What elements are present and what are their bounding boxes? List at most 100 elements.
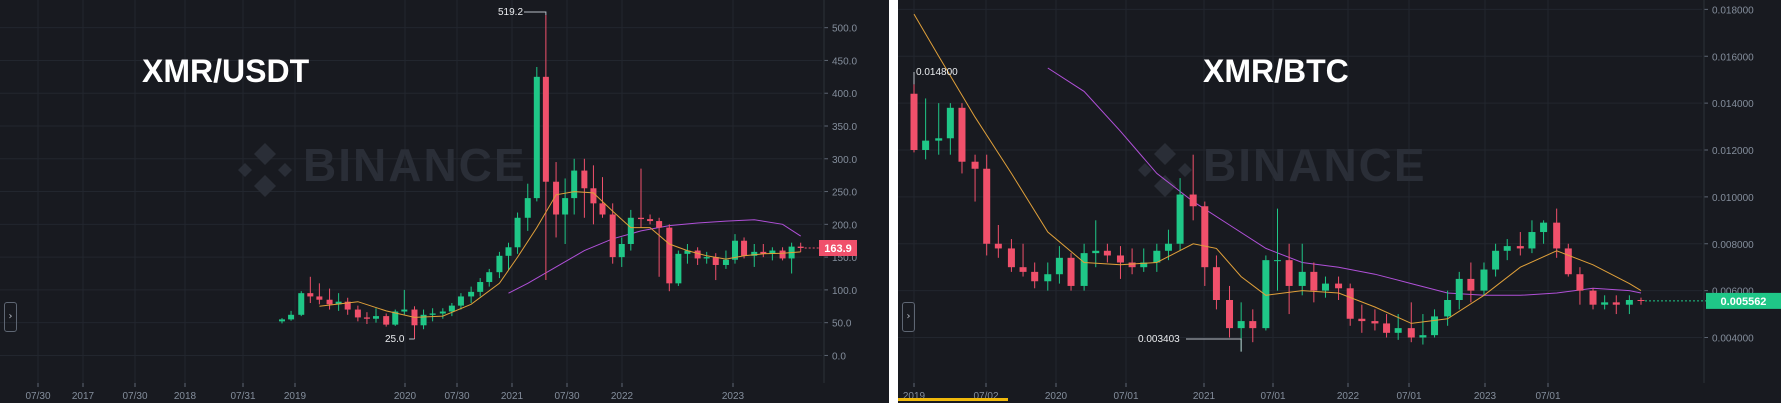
candle-up <box>279 318 285 324</box>
y-tick-label: 200.0 <box>832 220 857 231</box>
last-price-badge: 0.005562 <box>1645 292 1781 309</box>
xmr-usdt-chart[interactable]: 0.0 50.0 100.0 150.0 200.0 250.0 300.0 350.0 400… <box>0 0 889 403</box>
x-tick-label: 2022 <box>611 391 634 402</box>
timeline-scroll-indicator[interactable] <box>898 398 1008 401</box>
candle-down <box>741 237 748 259</box>
candle-up <box>1274 208 1281 291</box>
annotation-leader <box>1186 338 1242 352</box>
candle-up <box>1055 246 1063 284</box>
x-tick-label: 07/30 <box>444 391 469 402</box>
candle-body <box>1431 316 1439 336</box>
candle-body <box>1019 267 1027 272</box>
candle-body <box>599 203 606 215</box>
candle-body <box>1164 243 1172 251</box>
candle-body <box>562 198 569 215</box>
candle-up <box>935 103 943 155</box>
candle-body <box>1321 283 1329 291</box>
chevron-right-icon[interactable]: › <box>902 302 915 332</box>
candle-down <box>383 313 390 327</box>
x-tick-label: 07/30 <box>25 391 50 402</box>
candle-up <box>1140 248 1148 272</box>
candle-up <box>420 309 427 330</box>
y-tick-label: 0.0 <box>832 351 846 362</box>
candle-body <box>581 170 588 189</box>
candle-body <box>1226 300 1234 329</box>
candle-up <box>1080 243 1088 291</box>
candle-down <box>363 312 370 324</box>
candle-body <box>372 316 379 319</box>
candle-up <box>1153 243 1161 272</box>
candle-body <box>675 253 682 284</box>
candle-body <box>1383 323 1391 333</box>
candle-body <box>656 221 663 228</box>
candle-body <box>779 250 786 259</box>
candle-body <box>1612 302 1620 305</box>
candle-body <box>335 301 342 305</box>
grid-lines <box>0 0 822 383</box>
candle-body <box>1031 271 1039 282</box>
chevron-right-icon[interactable]: › <box>4 302 17 332</box>
candle-down <box>1371 309 1379 331</box>
ma-short-line <box>319 191 801 318</box>
candle-up <box>722 250 729 269</box>
candle-body <box>1394 328 1402 333</box>
candle-body <box>457 296 464 306</box>
candle-up <box>1455 271 1463 310</box>
candle-down <box>316 283 323 305</box>
min-price-label: 0.003403 <box>1138 334 1180 345</box>
x-tick-label: 2023 <box>722 391 745 402</box>
xmr-btc-chart[interactable]: 0.004000 0.006000 0.008000 0.010000 0.012000… <box>898 0 1781 403</box>
x-tick-label: 2018 <box>174 391 197 402</box>
candle-body <box>1516 246 1524 249</box>
candle-body <box>514 217 521 248</box>
candle-up <box>1321 276 1329 298</box>
candle-body <box>363 317 370 319</box>
candle-up <box>448 303 455 317</box>
chart-title: XMR/BTC <box>1203 53 1349 89</box>
y-tick-label: 400.0 <box>832 89 857 100</box>
candle-body <box>1274 260 1281 262</box>
max-price-annotation: 0.014800 <box>913 67 958 85</box>
candle-body <box>1116 255 1124 263</box>
max-price-label: 0.014800 <box>916 67 958 78</box>
candle-down <box>760 244 767 258</box>
candle-body <box>392 311 399 325</box>
y-tick-label: 0.010000 <box>1712 193 1754 204</box>
candle-down <box>553 162 560 238</box>
candle-down <box>971 154 979 202</box>
candle-body <box>1637 300 1645 301</box>
candle-up <box>1164 229 1172 261</box>
candle-down <box>1285 243 1293 315</box>
x-tick-label: 07/01 <box>1113 391 1138 402</box>
candle-body <box>1540 222 1548 233</box>
candle-up <box>514 212 521 254</box>
last-price-badge: 163.9 <box>804 239 857 256</box>
candle-down <box>647 214 654 225</box>
candle-up <box>1492 243 1500 277</box>
last-price-value: 0.005562 <box>1721 296 1767 308</box>
x-tick-label: 2019 <box>903 391 926 402</box>
candle-body <box>958 107 966 162</box>
candle-down <box>1189 154 1197 221</box>
candle-body <box>1553 222 1561 249</box>
candle-body <box>307 293 314 297</box>
max-price-label: 519.2 <box>498 7 523 18</box>
candle-body <box>946 107 954 139</box>
candle-down <box>307 276 314 303</box>
candle-up <box>496 251 503 279</box>
ma-long-line <box>508 219 801 294</box>
y-tick-label: 450.0 <box>832 56 857 67</box>
candle-down <box>1310 262 1318 303</box>
candle-up <box>1176 178 1184 251</box>
y-tick-label: 0.016000 <box>1712 52 1754 63</box>
y-tick-label: 150.0 <box>832 253 857 264</box>
candle-down <box>1564 243 1572 277</box>
candle-down <box>779 247 786 261</box>
candle-down <box>1031 262 1039 289</box>
candle-up <box>335 293 342 311</box>
candle-up <box>505 242 512 271</box>
panel-divider <box>889 0 898 403</box>
y-tick-label: 300.0 <box>832 155 857 166</box>
min-price-label: 25.0 <box>385 334 405 345</box>
candle-up <box>1503 239 1511 261</box>
